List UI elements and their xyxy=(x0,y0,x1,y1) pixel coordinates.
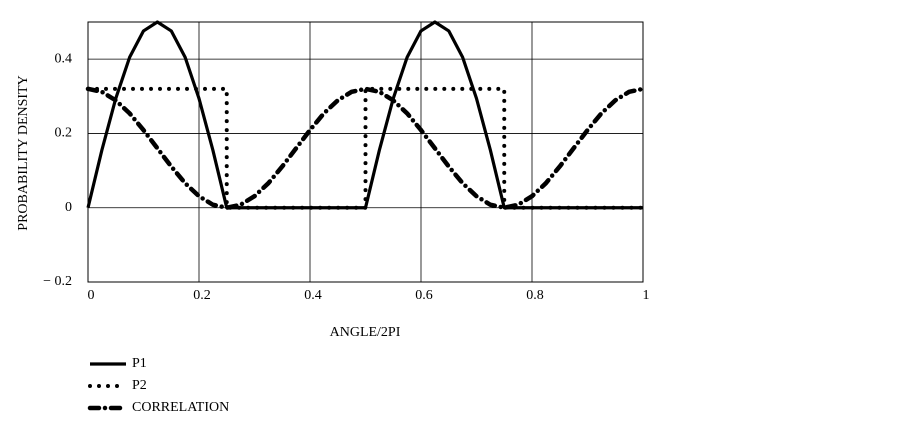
plot-frame xyxy=(87,21,644,283)
legend-label: CORRELATION xyxy=(132,400,229,415)
series-line xyxy=(85,86,646,210)
legend-label: P1 xyxy=(132,356,147,371)
y-tick-label: − 0.2 xyxy=(43,274,72,289)
x-tick-label: 0.8 xyxy=(526,288,544,303)
x-tick-label: 0 xyxy=(88,288,95,303)
x-tick-label: 0.2 xyxy=(193,288,211,303)
y-axis-label: PROBABILITY DENSITY xyxy=(16,75,31,230)
legend-label: P2 xyxy=(132,378,147,393)
x-tick-label: 1 xyxy=(643,288,650,303)
x-tick-label: 0.4 xyxy=(304,288,322,303)
y-tick-label: 0.4 xyxy=(55,51,73,66)
series-line xyxy=(86,86,645,210)
y-tick-label: 0 xyxy=(65,200,72,215)
x-tick-label: 0.6 xyxy=(415,288,433,303)
y-tick-label: 0.2 xyxy=(55,126,73,141)
x-axis-label: ANGLE/2PI xyxy=(330,325,401,340)
